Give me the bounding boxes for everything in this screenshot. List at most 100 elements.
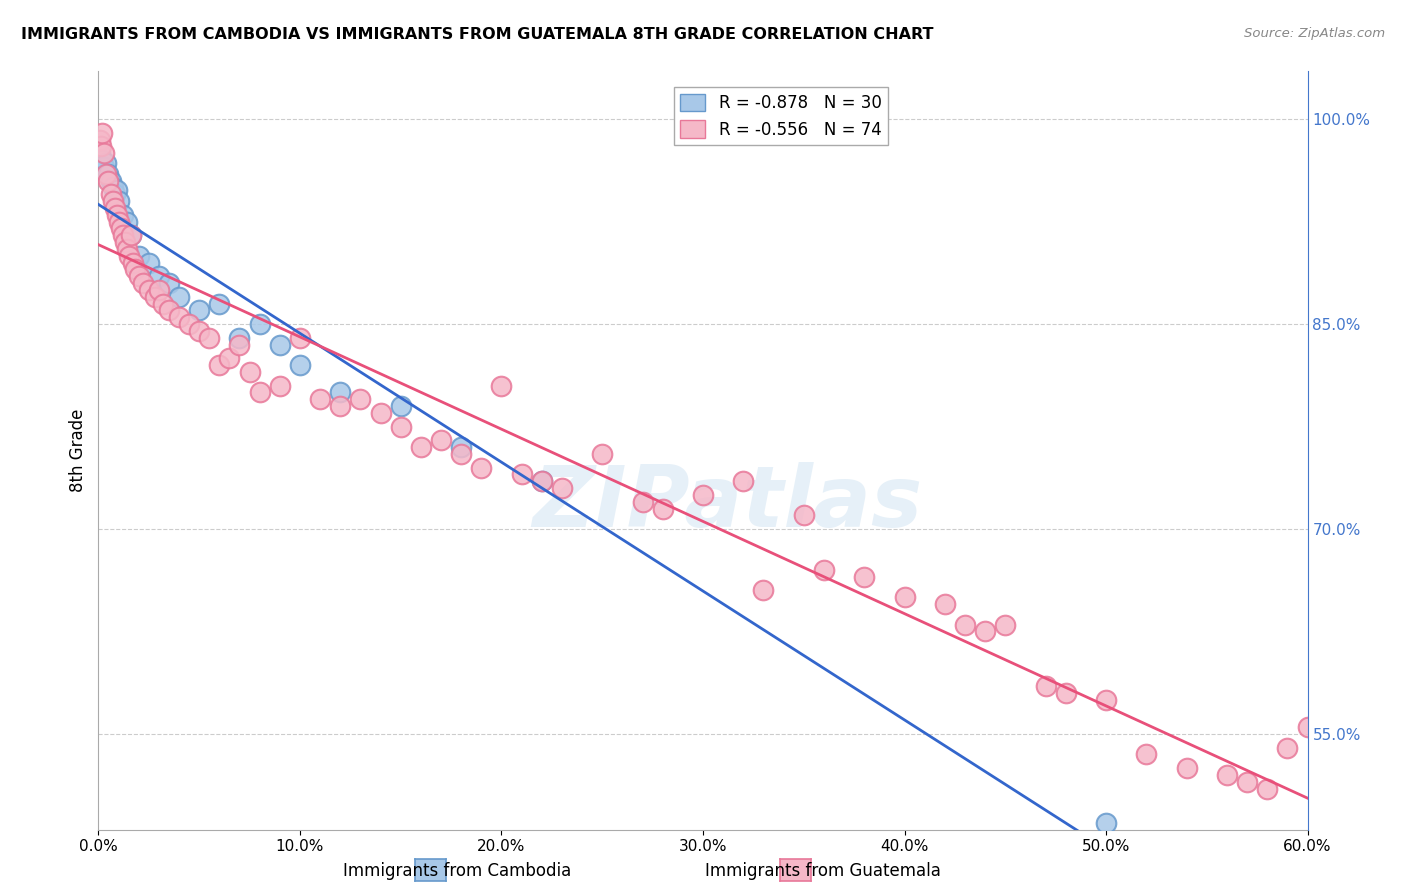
Point (179, 317, 201, 331)
Point (389, 419, 412, 434)
Point (269, 337, 291, 351)
Point (288, 331, 311, 345)
Point (91, 153, 114, 168)
Point (101, 180, 124, 194)
Point (167, 310, 190, 325)
Point (288, 358, 311, 372)
Point (1135, 850, 1157, 864)
Point (89, 133, 111, 147)
Point (1296, 720, 1319, 734)
Point (100, 187, 122, 202)
Point (651, 501, 673, 516)
Point (152, 296, 174, 310)
Point (97, 167, 120, 181)
Point (228, 337, 250, 351)
Text: Immigrants from Cambodia: Immigrants from Cambodia (343, 862, 571, 880)
Point (389, 399, 412, 413)
Point (974, 624, 997, 639)
Point (103, 187, 125, 202)
Point (934, 597, 956, 611)
Text: ZIPatlas: ZIPatlas (531, 462, 922, 545)
Text: Immigrants from Guatemala: Immigrants from Guatemala (704, 862, 941, 880)
Point (1054, 686, 1077, 700)
Legend: R = -0.878   N = 30, R = -0.556   N = 74: R = -0.878 N = 30, R = -0.556 N = 74 (673, 87, 889, 145)
Point (853, 570, 876, 584)
Point (329, 385, 352, 400)
Point (101, 194, 124, 208)
Point (249, 385, 271, 400)
Point (551, 481, 574, 495)
Point (128, 249, 150, 263)
Point (1035, 679, 1057, 693)
Point (1135, 747, 1157, 762)
Point (692, 488, 714, 502)
Point (370, 406, 392, 420)
Point (120, 228, 142, 243)
Point (994, 617, 1017, 632)
Point (93, 160, 115, 174)
Point (1175, 761, 1198, 775)
Point (115, 214, 138, 228)
Point (953, 617, 976, 632)
Point (138, 255, 160, 269)
Point (157, 276, 180, 290)
Y-axis label: 8th Grade: 8th Grade (69, 409, 87, 492)
Point (111, 228, 134, 243)
Point (132, 276, 155, 290)
Point (188, 324, 211, 338)
Point (105, 208, 128, 222)
Point (208, 296, 231, 310)
Point (893, 591, 915, 605)
Point (107, 194, 129, 208)
Point (329, 399, 352, 413)
Point (188, 303, 211, 318)
Point (118, 249, 141, 263)
Point (249, 317, 271, 331)
Point (143, 290, 166, 304)
Point (114, 235, 136, 249)
Point (530, 474, 553, 488)
Point (157, 303, 180, 318)
Point (752, 583, 775, 598)
Point (138, 283, 160, 297)
Point (96, 156, 118, 170)
Point (100, 174, 122, 188)
Point (591, 447, 613, 461)
Point (733, 474, 755, 488)
Point (91, 126, 114, 140)
Point (124, 262, 146, 277)
Point (115, 242, 138, 256)
Point (148, 283, 170, 297)
Point (631, 494, 654, 508)
Point (96, 167, 118, 181)
Point (128, 269, 150, 284)
Point (89, 146, 111, 161)
Point (90, 139, 112, 153)
Point (409, 440, 432, 454)
Point (120, 228, 142, 243)
Point (530, 474, 553, 488)
Text: Source: ZipAtlas.com: Source: ZipAtlas.com (1244, 27, 1385, 40)
Point (103, 201, 125, 215)
Point (107, 214, 129, 228)
Point (148, 269, 170, 284)
Text: IMMIGRANTS FROM CAMBODIA VS IMMIGRANTS FROM GUATEMALA 8TH GRADE CORRELATION CHAR: IMMIGRANTS FROM CAMBODIA VS IMMIGRANTS F… (21, 27, 934, 42)
Point (309, 392, 332, 407)
Point (349, 392, 371, 407)
Point (269, 378, 291, 392)
Point (1277, 740, 1299, 755)
Point (430, 434, 453, 448)
Point (1236, 774, 1258, 789)
Point (450, 440, 472, 454)
Point (470, 460, 492, 475)
Point (510, 467, 533, 482)
Point (813, 563, 835, 577)
Point (1095, 815, 1118, 830)
Point (1095, 693, 1118, 707)
Point (228, 331, 250, 345)
Point (167, 290, 190, 304)
Point (111, 208, 134, 222)
Point (208, 358, 231, 372)
Point (1216, 768, 1239, 782)
Point (121, 255, 143, 269)
